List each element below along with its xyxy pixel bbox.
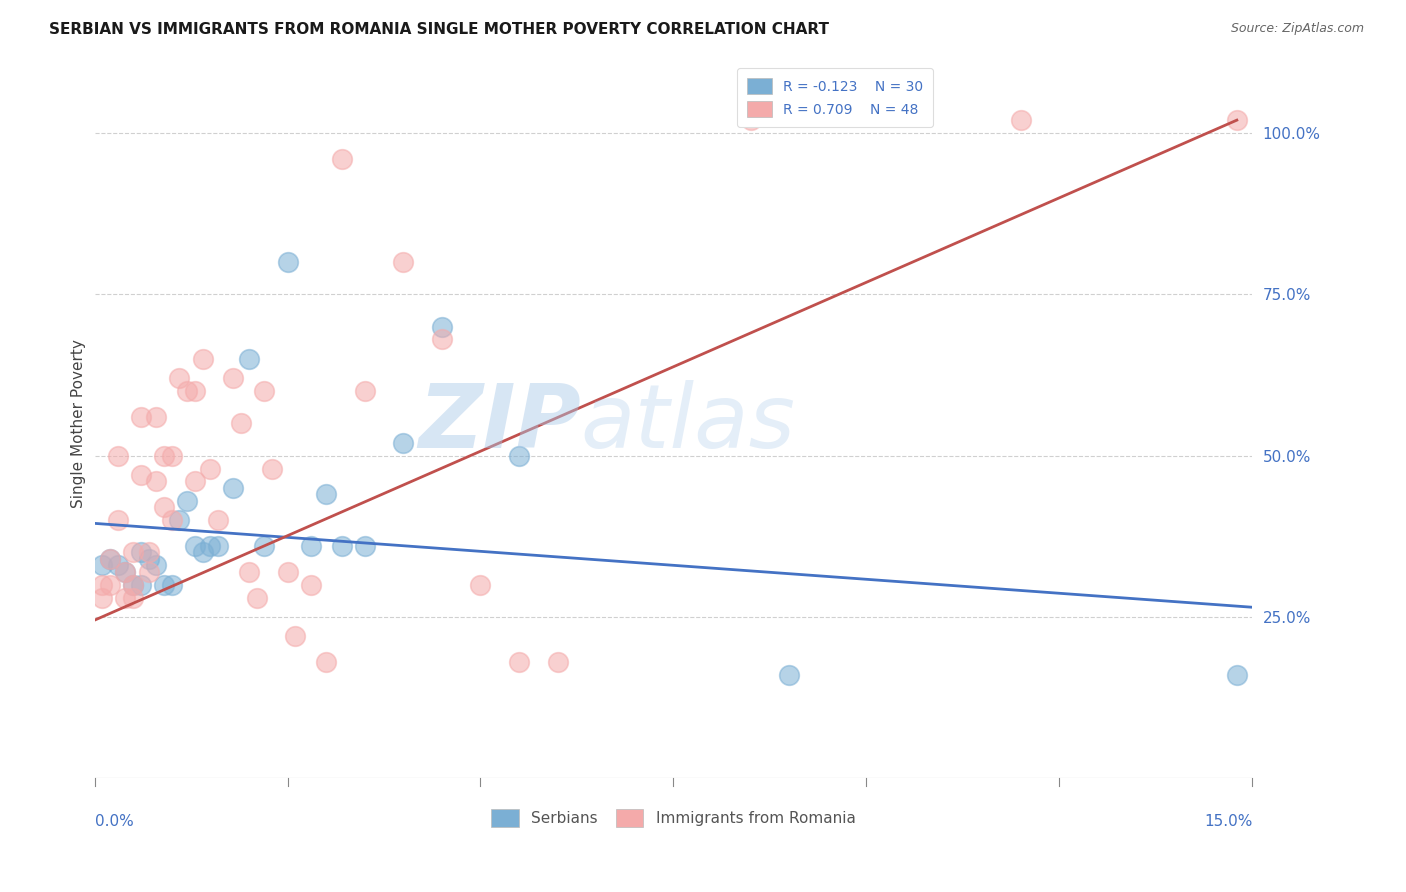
Point: [299, 539, 322, 553]
Point: [153, 500, 176, 515]
Point: [138, 545, 160, 559]
Point: [153, 577, 176, 591]
Point: [122, 545, 145, 559]
Point: [129, 545, 152, 559]
Point: [238, 565, 260, 579]
Point: [107, 558, 129, 573]
Point: [160, 577, 183, 591]
Point: [129, 409, 152, 424]
Point: [129, 577, 152, 591]
Point: [392, 435, 415, 450]
Text: 0.0%: 0.0%: [94, 814, 134, 829]
Point: [200, 539, 222, 553]
Point: [315, 487, 337, 501]
Point: [276, 255, 298, 269]
Point: [98, 552, 121, 566]
Point: [353, 539, 375, 553]
Point: [91, 577, 114, 591]
Point: [129, 467, 152, 482]
Point: [122, 577, 145, 591]
Y-axis label: Single Mother Poverty: Single Mother Poverty: [72, 339, 86, 508]
Text: Source: ZipAtlas.com: Source: ZipAtlas.com: [1230, 22, 1364, 36]
Point: [1226, 113, 1249, 128]
Point: [153, 449, 176, 463]
Point: [191, 545, 214, 559]
Point: [145, 558, 167, 573]
Point: [353, 384, 375, 398]
Legend: Serbians, Immigrants from Romania: Serbians, Immigrants from Romania: [484, 802, 863, 834]
Text: 15.0%: 15.0%: [1204, 814, 1253, 829]
Point: [145, 475, 167, 489]
Point: [222, 371, 245, 385]
Point: [160, 513, 183, 527]
Point: [114, 565, 136, 579]
Point: [114, 591, 136, 605]
Point: [145, 409, 167, 424]
Point: [778, 668, 800, 682]
Point: [315, 655, 337, 669]
Point: [231, 417, 253, 431]
Point: [98, 552, 121, 566]
Point: [253, 539, 276, 553]
Point: [430, 319, 453, 334]
Point: [184, 475, 207, 489]
Point: [238, 351, 260, 366]
Point: [107, 449, 129, 463]
Point: [253, 384, 276, 398]
Point: [176, 493, 198, 508]
Point: [470, 577, 492, 591]
Point: [222, 481, 245, 495]
Point: [200, 461, 222, 475]
Point: [262, 461, 284, 475]
Point: [276, 565, 298, 579]
Point: [207, 513, 229, 527]
Point: [107, 513, 129, 527]
Point: [547, 655, 569, 669]
Point: [138, 552, 160, 566]
Point: [191, 351, 214, 366]
Point: [184, 384, 207, 398]
Point: [91, 558, 114, 573]
Point: [430, 333, 453, 347]
Point: [392, 255, 415, 269]
Text: ZIP: ZIP: [418, 380, 581, 467]
Point: [114, 565, 136, 579]
Point: [160, 449, 183, 463]
Point: [284, 629, 307, 643]
Point: [508, 449, 530, 463]
Point: [330, 152, 353, 166]
Point: [122, 591, 145, 605]
Point: [138, 565, 160, 579]
Point: [508, 655, 530, 669]
Point: [299, 577, 322, 591]
Point: [91, 591, 114, 605]
Point: [1010, 113, 1032, 128]
Point: [169, 371, 191, 385]
Point: [246, 591, 269, 605]
Point: [207, 539, 229, 553]
Point: [98, 577, 121, 591]
Text: atlas: atlas: [581, 380, 796, 467]
Text: SERBIAN VS IMMIGRANTS FROM ROMANIA SINGLE MOTHER POVERTY CORRELATION CHART: SERBIAN VS IMMIGRANTS FROM ROMANIA SINGL…: [49, 22, 830, 37]
Point: [122, 577, 145, 591]
Point: [330, 539, 353, 553]
Point: [169, 513, 191, 527]
Point: [1226, 668, 1249, 682]
Point: [740, 113, 762, 128]
Point: [176, 384, 198, 398]
Point: [184, 539, 207, 553]
